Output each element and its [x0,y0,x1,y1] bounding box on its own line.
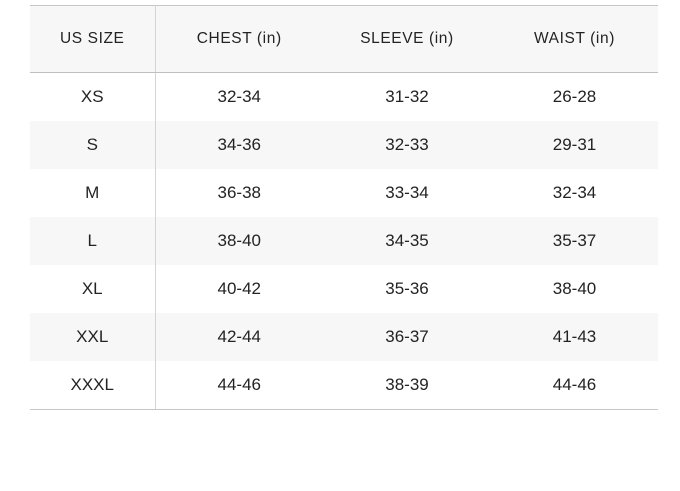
sleeve-cell: 36-37 [323,313,491,361]
waist-cell: 38-40 [491,265,658,313]
size-cell: S [30,121,156,169]
size-chart-table: US SIZE CHEST (in) SLEEVE (in) WAIST (in… [30,5,658,410]
table-row-xl: XL 40-42 35-36 38-40 [30,265,658,313]
size-cell: XS [30,72,156,121]
chest-cell: 42-44 [155,313,323,361]
column-header-chest: CHEST (in) [155,5,323,73]
size-cell: XXL [30,313,156,361]
sleeve-cell: 34-35 [323,217,491,265]
chest-cell: 34-36 [155,121,323,169]
waist-cell: 41-43 [491,313,658,361]
chest-cell: 40-42 [155,265,323,313]
table-row-s: S 34-36 32-33 29-31 [30,121,658,169]
column-header-waist: WAIST (in) [491,5,658,73]
column-header-us-size: US SIZE [30,5,156,73]
chest-cell: 32-34 [155,72,323,121]
waist-cell: 32-34 [491,169,658,217]
sleeve-cell: 35-36 [323,265,491,313]
waist-cell: 35-37 [491,217,658,265]
waist-cell: 44-46 [491,361,658,410]
table-row-xxxl: XXXL 44-46 38-39 44-46 [30,361,658,410]
column-header-sleeve: SLEEVE (in) [323,5,491,73]
table-row-l: L 38-40 34-35 35-37 [30,217,658,265]
waist-cell: 26-28 [491,72,658,121]
table-row-m: M 36-38 33-34 32-34 [30,169,658,217]
size-cell: XL [30,265,156,313]
size-cell: XXXL [30,361,156,410]
sleeve-cell: 31-32 [323,72,491,121]
table-row-xs: XS 32-34 31-32 26-28 [30,72,658,121]
table-row-xxl: XXL 42-44 36-37 41-43 [30,313,658,361]
chest-cell: 44-46 [155,361,323,410]
chest-cell: 38-40 [155,217,323,265]
sleeve-cell: 32-33 [323,121,491,169]
sleeve-cell: 38-39 [323,361,491,410]
size-cell: L [30,217,156,265]
table-header-row: US SIZE CHEST (in) SLEEVE (in) WAIST (in… [30,5,658,73]
chest-cell: 36-38 [155,169,323,217]
waist-cell: 29-31 [491,121,658,169]
size-cell: M [30,169,156,217]
sleeve-cell: 33-34 [323,169,491,217]
